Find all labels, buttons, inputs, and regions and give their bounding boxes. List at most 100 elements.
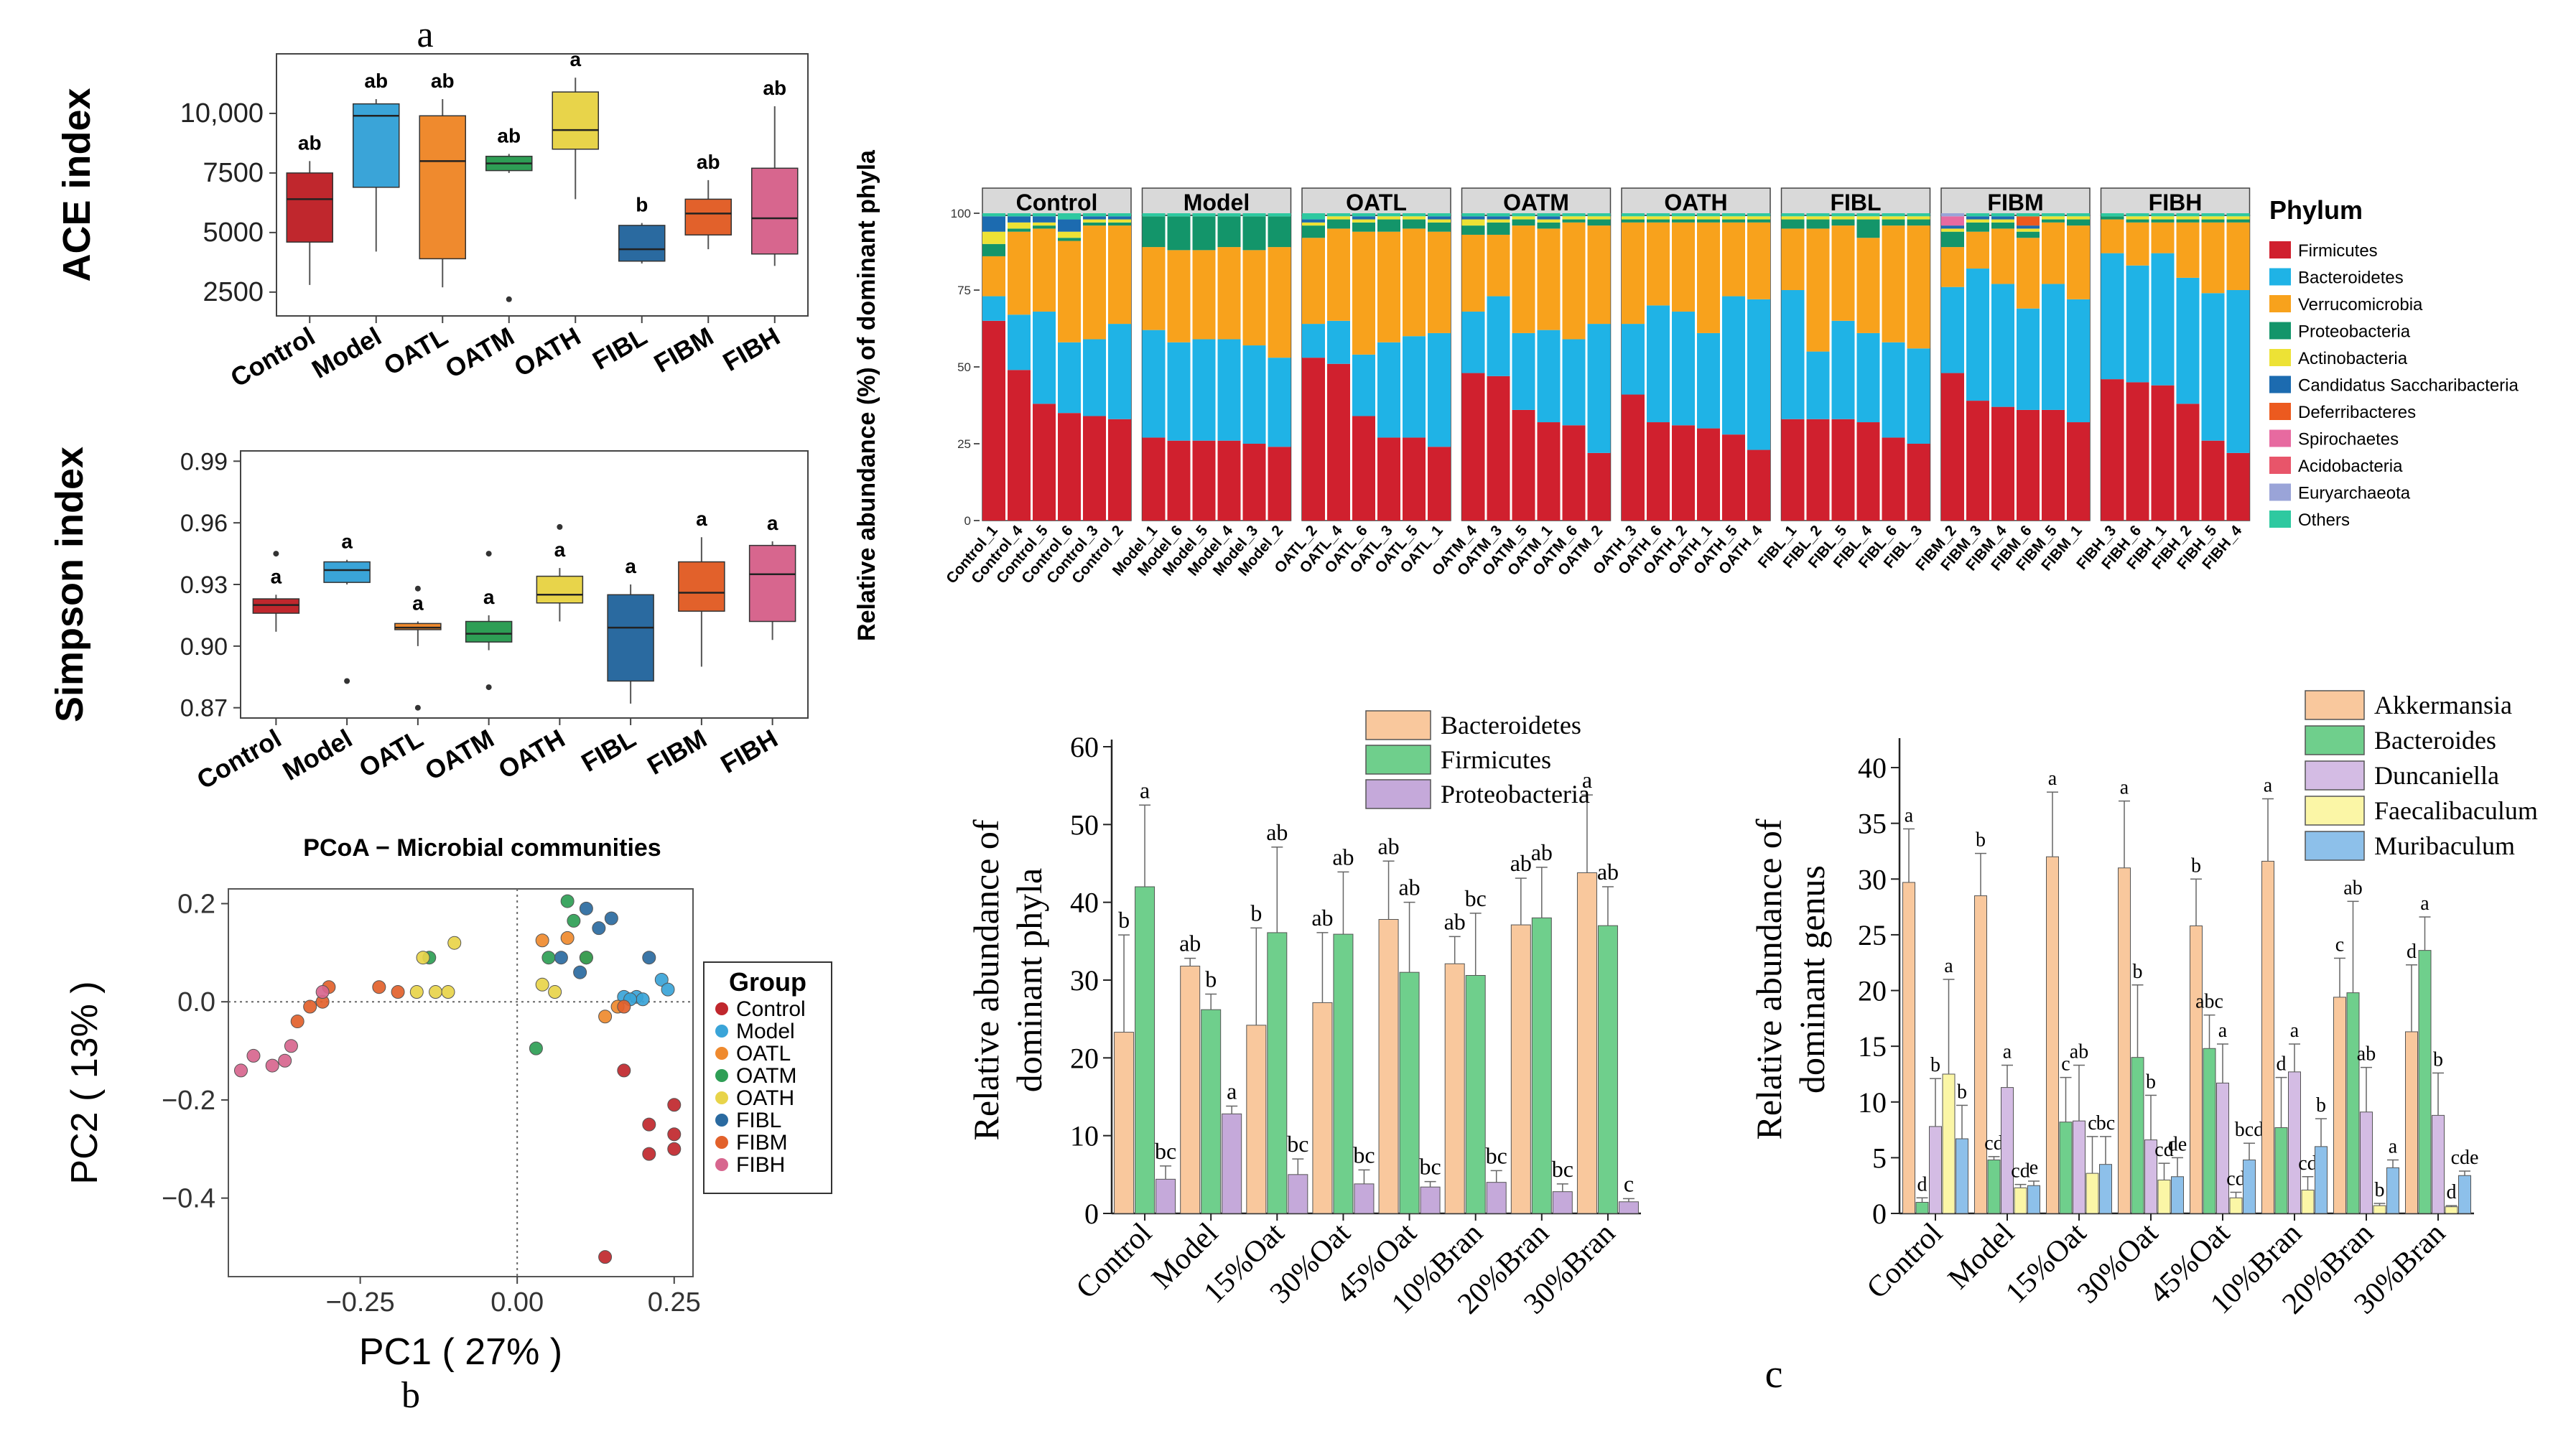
bar-akkermansia — [2333, 997, 2346, 1214]
y-tick-label: 0 — [1872, 1198, 1887, 1230]
bar-firmicutes — [1399, 971, 1420, 1214]
bar-firmicutes — [1597, 925, 1618, 1214]
segment-proteobacteria — [2017, 231, 2040, 238]
segment-bacteroidetes — [1487, 296, 1510, 376]
y-tick-label: 7500 — [203, 158, 264, 188]
bar-firmicutes — [1135, 886, 1156, 1214]
segment-actinobacteria — [2201, 216, 2225, 220]
segment-others — [1781, 213, 1805, 217]
segment-others — [982, 213, 1005, 217]
segment-proteobacteria — [1268, 216, 1291, 248]
segment-bacteroidetes — [982, 296, 1005, 321]
segment-candidatus-saccharibacteria — [982, 216, 1005, 232]
x-tick-label: OATL — [354, 723, 428, 783]
bar-faecalibaculum — [2157, 1179, 2171, 1214]
segment-firmicutes — [1008, 370, 1031, 521]
segment-actinobacteria — [2126, 216, 2149, 220]
significance-letter: a — [2420, 892, 2429, 915]
x-tick-label: 0.00 — [490, 1287, 544, 1318]
legend-label: OATH — [736, 1086, 794, 1110]
segment-others — [2176, 213, 2200, 217]
segment-others — [1242, 213, 1266, 217]
svg-text:c: c — [1765, 1352, 1783, 1397]
box-oatm — [465, 620, 513, 643]
segment-actinobacteria — [1537, 219, 1561, 223]
bar-bacteroidetes — [1246, 1025, 1267, 1214]
significance-letter: bc — [2096, 1112, 2115, 1134]
facet-strip — [1141, 187, 1292, 216]
point-fibl — [642, 951, 656, 965]
y-tick-label: 2500 — [203, 277, 264, 307]
x-tick-label: −0.25 — [326, 1287, 395, 1318]
y-tick-label: 25 — [1858, 919, 1887, 951]
segment-bacteroidetes — [1268, 358, 1291, 447]
segment-candidatus-saccharibacteria — [1108, 216, 1131, 220]
box-model — [323, 561, 371, 583]
x-tick-label: OATH — [493, 723, 570, 784]
bar-akkermansia — [1974, 895, 1987, 1214]
significance-letter: ab — [2357, 1043, 2376, 1066]
box-model — [353, 103, 400, 188]
point-oatl — [598, 1010, 613, 1024]
y-tick-label: 0 — [1084, 1198, 1099, 1230]
segment-others — [1302, 213, 1325, 220]
segment-others — [1403, 213, 1426, 217]
legend-label: Verrucomicrobia — [2298, 295, 2423, 314]
point-model — [654, 972, 669, 987]
y-tick-label: 30 — [1070, 964, 1099, 997]
segment-actinobacteria — [2151, 216, 2175, 220]
significance-letter: ab — [1332, 844, 1354, 870]
bar-muribaculum — [2243, 1159, 2256, 1214]
y-tick-label: 0.99 — [180, 448, 228, 475]
segment-proteobacteria — [1142, 216, 1166, 248]
segment-verrucomicrobia — [1747, 222, 1770, 299]
legend-swatch — [2269, 349, 2291, 366]
significance-letter: cd — [2011, 1160, 2029, 1183]
legend-swatch — [2269, 457, 2291, 474]
segment-bacteroidetes — [1428, 332, 1451, 447]
bar-firmicutes — [1201, 1009, 1222, 1214]
significance-letter: ab — [697, 151, 720, 173]
segment-firmicutes — [1882, 437, 1905, 521]
significance-letter: ab — [1398, 875, 1420, 900]
segment-proteobacteria — [1966, 222, 1989, 232]
segment-proteobacteria — [1587, 219, 1611, 226]
segment-actinobacteria — [1327, 216, 1350, 220]
legend-marker — [715, 1114, 728, 1127]
segment-proteobacteria — [1697, 219, 1720, 223]
segment-firmicutes — [1192, 440, 1216, 521]
legend-label: Proteobacteria — [1441, 780, 1590, 808]
segment-others — [1461, 213, 1485, 217]
segment-proteobacteria — [1008, 228, 1031, 232]
point-oatm — [579, 951, 593, 965]
dominant-genus-bar-chart: 0 5 10 15 20 25 30 35 40 Relative abundance of dom… — [1749, 690, 2538, 1320]
segment-actinobacteria — [1856, 216, 1880, 220]
point-control — [667, 1098, 682, 1112]
segment-actinobacteria — [1487, 219, 1510, 223]
significance-letter: cd — [2298, 1152, 2317, 1175]
bar-akkermansia — [2118, 867, 2131, 1214]
bar-bacteroidetes — [1114, 1032, 1135, 1214]
box-fibm — [678, 561, 725, 612]
segment-proteobacteria — [1512, 219, 1535, 226]
point-fibh — [315, 985, 330, 999]
segment-others — [1217, 213, 1241, 217]
segment-firmicutes — [2017, 409, 2040, 521]
segment-bacteroidetes — [1302, 324, 1325, 358]
segment-verrucomicrobia — [2151, 222, 2175, 253]
segment-firmicutes — [1907, 444, 1930, 521]
facet-label: OATM — [1503, 190, 1569, 215]
bar-duncaniella — [2432, 1114, 2445, 1214]
y-tick-label: 0.93 — [180, 572, 228, 599]
point-oath — [548, 985, 562, 999]
point-control — [667, 1127, 682, 1142]
segment-actinobacteria — [1941, 228, 1964, 232]
segment-others — [2226, 213, 2250, 217]
y-tick-label: 10 — [1070, 1120, 1099, 1152]
legend-swatch — [2305, 725, 2365, 755]
legend-swatch — [2269, 241, 2291, 258]
bar-bacteroidetes — [1378, 919, 1399, 1214]
facet-label: FIBM — [1987, 190, 2043, 215]
significance-letter: b — [1976, 829, 1986, 852]
segment-actinobacteria — [1806, 216, 1830, 220]
